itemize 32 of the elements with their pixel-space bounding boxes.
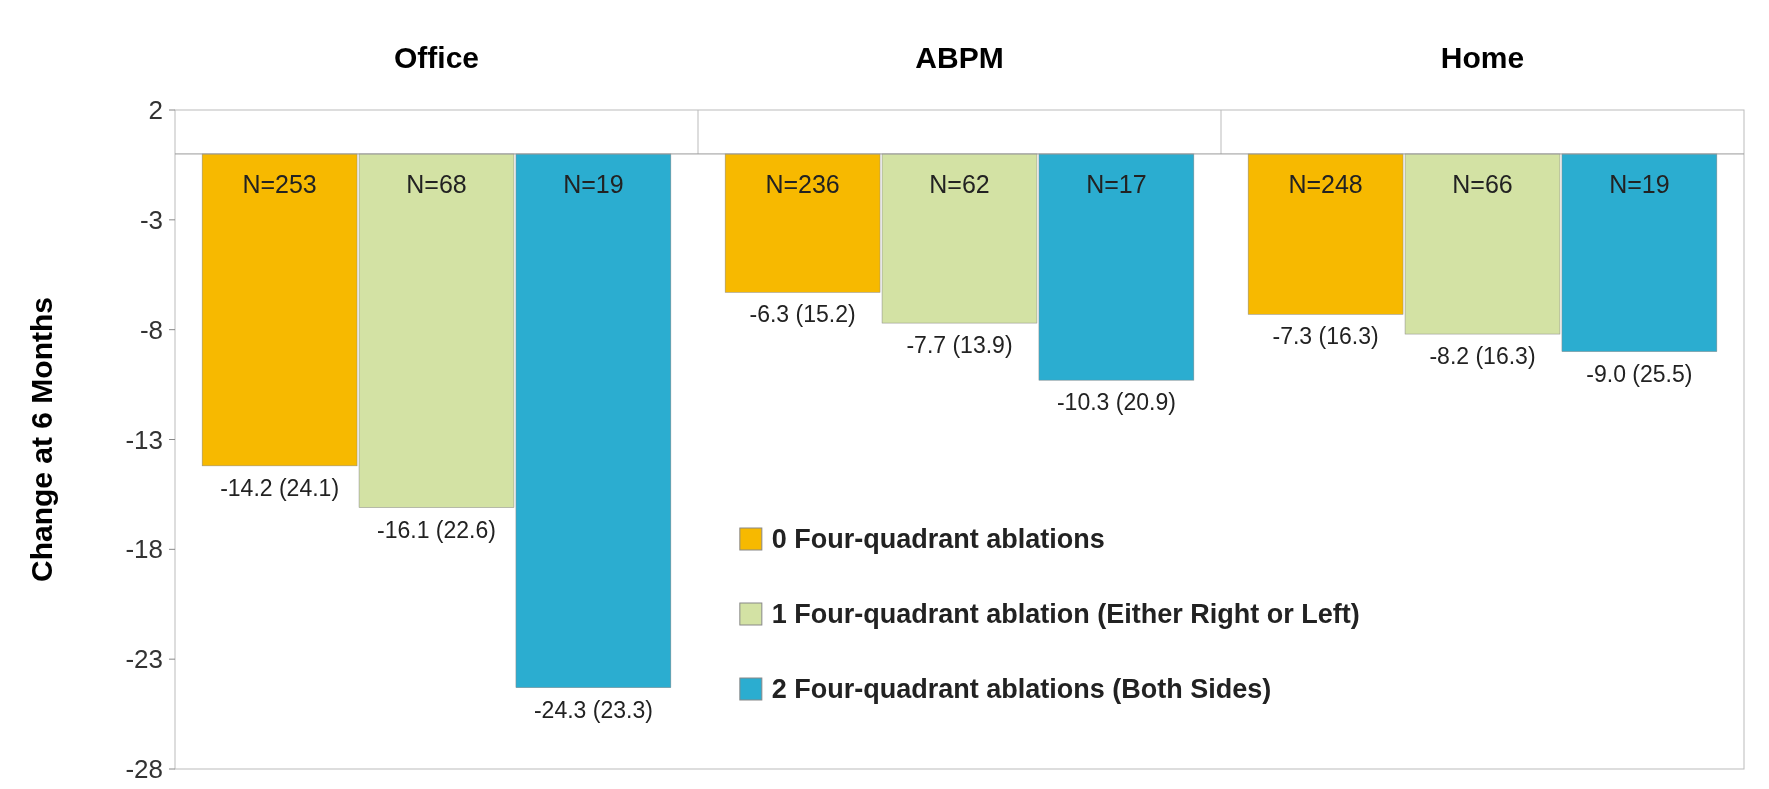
y-axis-title: Change at 6 Months xyxy=(25,296,58,583)
legend-label: 0 Four-quadrant ablations xyxy=(771,524,1105,555)
data-label: -8.2 (16.3) xyxy=(1429,343,1536,370)
annotation: N=19 xyxy=(563,169,624,198)
data-label: -6.3 (15.2) xyxy=(749,301,856,328)
annotation: N=17 xyxy=(1086,169,1147,198)
annotation: N=66 xyxy=(1452,169,1513,198)
data-label: -24.3 (23.3) xyxy=(533,696,653,723)
data-label: -9.0 (25.5) xyxy=(1586,360,1693,387)
legend-label: 1 Four-quadrant ablation (Either Right or Left) xyxy=(771,599,1360,630)
annotation: N=236 xyxy=(765,169,840,198)
y-tick-label: 2 xyxy=(148,95,163,126)
data-label: -14.2 (24.1) xyxy=(220,474,340,501)
y-tick-label: -3 xyxy=(139,204,163,235)
data-label: -7.3 (16.3) xyxy=(1272,323,1379,350)
data-label: -7.7 (13.9) xyxy=(906,332,1013,359)
legend-label: 2 Four-quadrant ablations (Both Sides) xyxy=(771,674,1272,705)
y-tick-label: -8 xyxy=(139,314,163,345)
annotation: N=253 xyxy=(242,169,317,198)
y-tick-label: -28 xyxy=(125,754,163,785)
data-label: -10.3 (20.9) xyxy=(1056,389,1176,416)
annotation: N=62 xyxy=(929,169,990,198)
annotation: N=68 xyxy=(406,169,467,198)
y-tick-label: -23 xyxy=(125,644,163,675)
x-tick-label: ABPM xyxy=(915,41,1004,74)
x-tick-label: Office xyxy=(393,41,480,74)
annotation: N=19 xyxy=(1609,169,1670,198)
annotation: N=248 xyxy=(1288,169,1363,198)
data-label: -16.1 (22.6) xyxy=(377,516,496,543)
y-tick-label: -18 xyxy=(125,534,163,565)
y-tick-label: -13 xyxy=(125,424,163,455)
x-tick-label: Home xyxy=(1440,41,1525,74)
